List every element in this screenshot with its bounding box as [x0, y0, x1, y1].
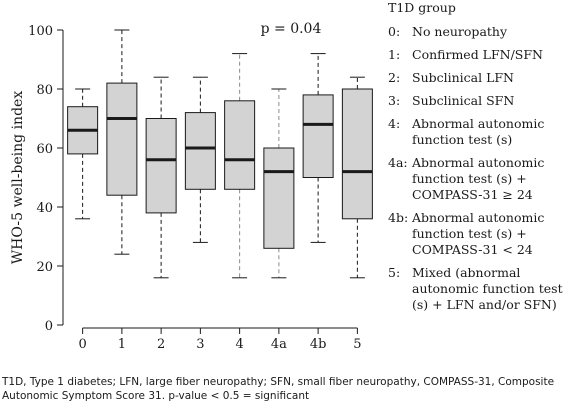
- x-tick-label: 1: [118, 337, 126, 352]
- legend-item: 0: No neuropathy: [388, 24, 574, 40]
- legend-item-label: Subclinical SFN: [412, 93, 515, 108]
- legend-item-code: 4b:: [388, 210, 409, 225]
- legend-item-label: Abnormal autonomic function test (s) + C…: [412, 210, 545, 257]
- legend-item-label: Mixed (abnormal autonomic function test …: [412, 265, 563, 312]
- box-1: [106, 29, 138, 255]
- iqr-box: [145, 118, 177, 214]
- box-0: [67, 88, 99, 220]
- legend-item-code: 5:: [388, 265, 401, 280]
- legend-item: 4b: Abnormal autonomic function test (s) …: [388, 210, 574, 258]
- x-tick-label: 2: [157, 337, 165, 352]
- legend-item: 1: Confirmed LFN/SFN: [388, 47, 574, 63]
- legend-item-code: 4:: [388, 116, 401, 131]
- box-4a: [263, 88, 295, 279]
- y-axis: 0 20 40 60 80 100: [28, 24, 64, 334]
- iqr-box: [341, 88, 373, 220]
- y-tick-label: 60: [36, 142, 53, 157]
- legend-title: T1D group: [388, 0, 456, 15]
- legend-items: 0: No neuropathy 1: Confirmed LFN/SFN 2: Subc…: [388, 24, 574, 313]
- legend-item-label: Subclinical LFN: [412, 70, 514, 85]
- box-2: [145, 76, 177, 279]
- footnote: T1D, Type 1 diabetes; LFN, large fiber n…: [2, 376, 555, 402]
- y-tick-label: 0: [45, 319, 53, 334]
- legend: T1D group 0: No neuropathy 1: Confirmed LFN…: [388, 0, 574, 320]
- x-tick-label: 4b: [310, 337, 327, 352]
- legend-item-code: 3:: [388, 93, 401, 108]
- y-tick-label: 100: [28, 24, 53, 39]
- legend-item-label: Confirmed LFN/SFN: [412, 47, 543, 62]
- legend-item: 4a: Abnormal autonomic function test (s) …: [388, 155, 574, 203]
- x-tick-label: 0: [78, 337, 86, 352]
- iqr-box: [184, 112, 216, 190]
- iqr-box: [302, 94, 334, 178]
- box-3: [184, 76, 216, 243]
- box-4b: [302, 53, 334, 243]
- legend-item: 5: Mixed (abnormal autonomic function tes…: [388, 265, 574, 313]
- legend-item-code: 4a:: [388, 155, 408, 170]
- legend-item: 3: Subclinical SFN: [388, 93, 574, 109]
- legend-item-label: No neuropathy: [412, 24, 508, 39]
- iqr-box: [106, 82, 138, 196]
- y-tick-label: 80: [36, 83, 53, 98]
- box-series: [67, 29, 373, 279]
- legend-item-label: Abnormal autonomic function test (s): [412, 116, 545, 147]
- iqr-box: [263, 147, 295, 249]
- x-axis: 0 1 2 3 4 4a 4b 5: [78, 327, 362, 352]
- iqr-box: [224, 100, 256, 190]
- box-5: [341, 76, 373, 279]
- x-tick-label: 4: [235, 337, 243, 352]
- legend-item: 4: Abnormal autonomic function test (s): [388, 116, 574, 148]
- x-tick-label: 5: [353, 337, 361, 352]
- x-tick-label: 3: [196, 337, 204, 352]
- legend-item-code: 1:: [388, 47, 401, 62]
- legend-item-label: Abnormal autonomic function test (s) + C…: [412, 155, 545, 202]
- y-tick-label: 20: [36, 260, 53, 275]
- box-4: [224, 53, 256, 279]
- x-tick-label: 4a: [271, 337, 287, 352]
- y-tick-label: 40: [36, 201, 53, 216]
- boxplot-chart: 0 20 40 60 80 100 0 1 2 3 4 4a 4b 5 WHO-5 well-being…: [10, 21, 373, 352]
- legend-item-code: 2:: [388, 70, 401, 85]
- p-value-annotation: p = 0.04: [261, 21, 322, 37]
- legend-item-code: 0:: [388, 24, 401, 39]
- y-axis-title: WHO-5 well-being index: [10, 91, 26, 265]
- legend-item: 2: Subclinical LFN: [388, 70, 574, 86]
